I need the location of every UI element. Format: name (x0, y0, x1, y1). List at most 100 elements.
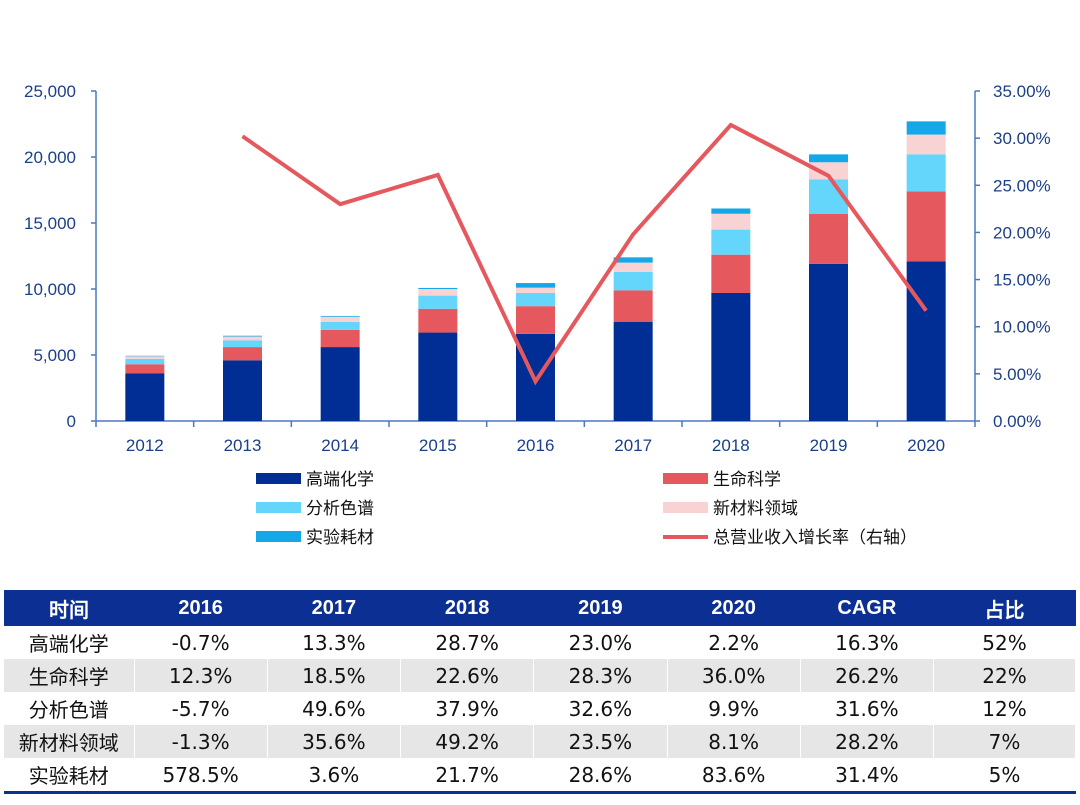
bar-segment (613, 322, 653, 421)
bar-segment (223, 335, 262, 337)
left-tick-label: 0 (67, 412, 76, 431)
bar-segment (516, 292, 555, 307)
column-header: 2020 (667, 590, 801, 626)
table-cell: 31.6% (800, 692, 935, 725)
table-cell: 12.3% (134, 659, 268, 692)
bar-segment (906, 191, 946, 262)
legend-label: 分析色谱 (306, 499, 374, 519)
table-cell: 83.6% (667, 758, 801, 794)
bar-segment (223, 340, 262, 348)
table-cell: 36.0% (667, 659, 801, 692)
x-tick-label: 2018 (712, 436, 750, 455)
bar-segment (613, 290, 653, 322)
growth-table-container: 时间 2016 2017 2018 2019 2020 CAGR 占比 高端化学 -0.7% 13… (4, 590, 1076, 794)
right-tick-label: 5.00% (993, 365, 1041, 384)
table-row: 新材料领域 -1.3% 35.6% 49.2% 23.5% 8.1% 28.2% 7% (4, 725, 1076, 758)
bar-segment (223, 347, 262, 361)
bar-segment (613, 271, 653, 291)
left-tick-label: 10,000 (24, 280, 76, 299)
table-cell: 28.3% (533, 659, 668, 692)
table-row: 实验耗材 578.5% 3.6% 21.7% 28.6% 83.6% 31.4% 5% (4, 758, 1076, 794)
x-tick-label: 2016 (517, 436, 555, 455)
bar-segment (809, 162, 848, 180)
table-cell: 3.6% (267, 758, 402, 794)
table-cell: 49.6% (267, 692, 402, 725)
bar-segment (711, 213, 751, 230)
bar-segment (125, 356, 165, 359)
bar-segment (320, 322, 360, 330)
table-cell: 26.2% (800, 659, 935, 692)
row-label: 实验耗材 (4, 758, 135, 794)
bar-segment (125, 373, 165, 421)
table-cell: 18.5% (267, 659, 402, 692)
legend-swatch (663, 473, 708, 484)
legend-label: 高端化学 (306, 470, 374, 490)
table-cell: -1.3% (134, 725, 268, 758)
column-header: CAGR (800, 590, 934, 626)
table-cell: 16.3% (800, 626, 935, 659)
table-row: 高端化学 -0.7% 13.3% 28.7% 23.0% 2.2% 16.3% 52% (4, 626, 1076, 659)
bar-segment (125, 364, 165, 374)
table-row: 生命科学 12.3% 18.5% 22.6% 28.3% 36.0% 26.2% 22% (4, 659, 1076, 692)
table-cell: 37.9% (400, 692, 535, 725)
bar-segment (906, 121, 946, 135)
bar-segment (613, 257, 653, 263)
table-cell: 22.6% (400, 659, 535, 692)
table-cell: 28.2% (800, 725, 935, 758)
table-cell: -0.7% (134, 626, 268, 659)
table-cell: 52% (933, 626, 1076, 659)
bar-segment (418, 287, 458, 289)
bar-segment (125, 355, 165, 357)
legend-label: 生命科学 (713, 470, 781, 490)
left-tick-label: 5,000 (33, 346, 76, 365)
table-cell: 23.5% (533, 725, 668, 758)
bar-segment (418, 308, 458, 333)
right-tick-label: 20.00% (993, 223, 1051, 242)
bar-segment (516, 306, 555, 334)
bar-segment (320, 329, 360, 348)
table-body: 高端化学 -0.7% 13.3% 28.7% 23.0% 2.2% 16.3% 52% 生命科学… (4, 626, 1076, 794)
table-cell: -5.7% (134, 692, 268, 725)
left-tick-label: 20,000 (24, 148, 76, 167)
bar-segment (711, 254, 751, 293)
left-tick-label: 25,000 (24, 82, 76, 101)
table-cell: 13.3% (267, 626, 402, 659)
bar-segment (809, 263, 848, 421)
right-tick-label: 35.00% (993, 82, 1051, 101)
table-cell: 12% (933, 692, 1076, 725)
bar-segment (711, 229, 751, 255)
row-label: 新材料领域 (4, 725, 135, 758)
bar-segment (418, 295, 458, 309)
legend-label: 新材料领域 (713, 499, 798, 519)
right-tick-label: 0.00% (993, 412, 1041, 431)
table-cell: 578.5% (134, 758, 268, 794)
table-cell: 5% (933, 758, 1076, 794)
table-cell: 8.1% (667, 725, 801, 758)
legend-swatch (256, 473, 301, 484)
row-label: 分析色谱 (4, 692, 135, 725)
right-tick-label: 15.00% (993, 271, 1051, 290)
table-cell: 28.7% (400, 626, 535, 659)
column-header: 2016 (134, 590, 268, 626)
table-cell: 22% (933, 659, 1076, 692)
row-label: 高端化学 (4, 626, 135, 659)
left-tick-label: 15,000 (24, 214, 76, 233)
revenue-chart: 0 5,000 10,000 15,000 20,000 25,000 0.00% 5.00%… (24, 82, 1051, 548)
legend-swatch (663, 502, 708, 513)
legend-label: 实验耗材 (306, 528, 374, 548)
column-header: 时间 (4, 590, 134, 626)
x-tick-label: 2020 (907, 436, 945, 455)
right-tick-label: 10.00% (993, 318, 1051, 337)
table-cell: 32.6% (533, 692, 668, 725)
bar-segment (418, 289, 458, 296)
bar-segment (320, 315, 360, 317)
bar-segment (125, 358, 165, 365)
x-tick-label: 2014 (321, 436, 359, 455)
x-tick-label: 2019 (810, 436, 848, 455)
bar-segment (516, 283, 555, 288)
table-cell: 31.4% (800, 758, 935, 794)
x-tick-label: 2012 (126, 436, 164, 455)
right-tick-label: 25.00% (993, 176, 1051, 195)
x-tick-label: 2017 (614, 436, 652, 455)
bar-segment (711, 292, 751, 421)
